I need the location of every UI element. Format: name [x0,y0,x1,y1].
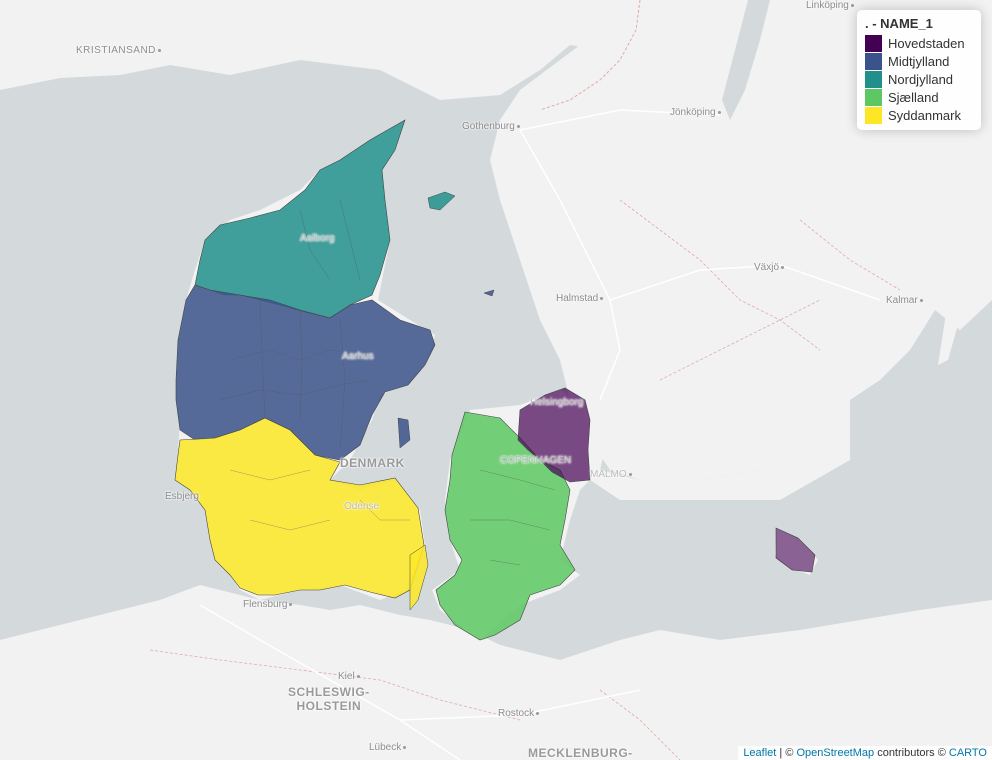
land-germany [0,585,992,760]
legend-item-sjaelland: Sjælland [865,88,973,106]
land-norway [0,0,640,100]
island-samso [397,417,411,449]
legend-label: Syddanmark [888,107,961,123]
city-label-aalborg: Aalborg [300,233,335,244]
city-label-kiel: Kiel [338,671,360,682]
legend-swatch [865,52,882,70]
region-midtjylland[interactable] [175,284,436,461]
region-label-mecklenburg: MECKLENBURG- [528,746,633,760]
legend: . - NAME_1 Hovedstaden Midtjylland Nordj… [857,10,981,130]
legend-swatch [865,88,882,106]
city-label-odense: Odense [344,501,380,512]
city-label-malmo: MALMO [590,469,632,480]
region-label-schleswig-holstein: SCHLESWIG- HOLSTEIN [288,685,370,713]
osm-link[interactable]: OpenStreetMap [796,747,875,759]
legend-label: Hovedstaden [888,35,965,51]
legend-item-syddanmark: Syddanmark [865,106,973,124]
legend-swatch [865,34,882,52]
leaflet-link[interactable]: Leaflet [743,747,777,759]
legend-swatch [865,106,882,124]
region-nordjylland[interactable] [194,119,406,319]
city-label-lubeck: Lübeck [369,742,407,753]
roads [199,109,881,760]
land-oland [938,200,985,365]
city-label-rostock: Rostock [498,708,540,719]
city-label-esbjerg: Esbjerg [165,491,199,502]
legend-item-hovedstaden: Hovedstaden [865,34,973,52]
map-attribution: Leaflet | © OpenStreetMap contributors ©… [738,746,992,760]
attribution-sep: | © [776,747,797,759]
region-hovedstaden-bornholm[interactable] [775,527,816,573]
region-syddanmark[interactable] [174,417,425,599]
city-label-halmstad: Halmstad [556,293,604,304]
legend-title: . - NAME_1 [865,16,933,31]
city-label-vaxjo: Växjö [754,262,785,273]
island-anholt [483,289,495,297]
city-label-helsingborg: Helsingborg [530,397,584,408]
carto-link[interactable]: CARTO [948,747,987,759]
legend-item-midtjylland: Midtjylland [865,52,973,70]
border-germany-states [149,649,681,760]
choropleth [174,119,816,641]
legend-swatch [865,70,882,88]
island-laeso [427,191,456,211]
legend-label: Sjælland [888,89,939,105]
legend-label: Nordjylland [888,71,954,87]
city-label-kristiansand: KRISTIANSAND [76,45,161,56]
region-hovedstaden[interactable] [517,387,591,483]
legend-item-nordjylland: Nordjylland [865,70,973,88]
city-label-kalmar: Kalmar [886,295,923,306]
island-langeland [409,544,429,611]
city-label-flensburg: Flensburg [243,599,293,610]
attribution-contrib: contributors © [874,747,949,759]
city-label-gothenburg: Gothenburg [462,121,520,132]
border-norway-sweden [539,0,641,111]
lake-vattern [722,0,770,120]
municipality-lines [219,199,576,566]
city-label-copenhagen: COPENHAGEN [500,455,572,466]
border-sweden-counties [619,199,901,381]
city-label-linkoping: Linköping [806,0,854,11]
country-label-denmark: DENMARK [340,456,405,470]
city-label-jonkoping: Jönköping [670,107,721,118]
legend-label: Midtjylland [888,53,950,69]
city-label-aarhus: Aarhus [342,351,374,362]
land-scania [560,360,850,500]
